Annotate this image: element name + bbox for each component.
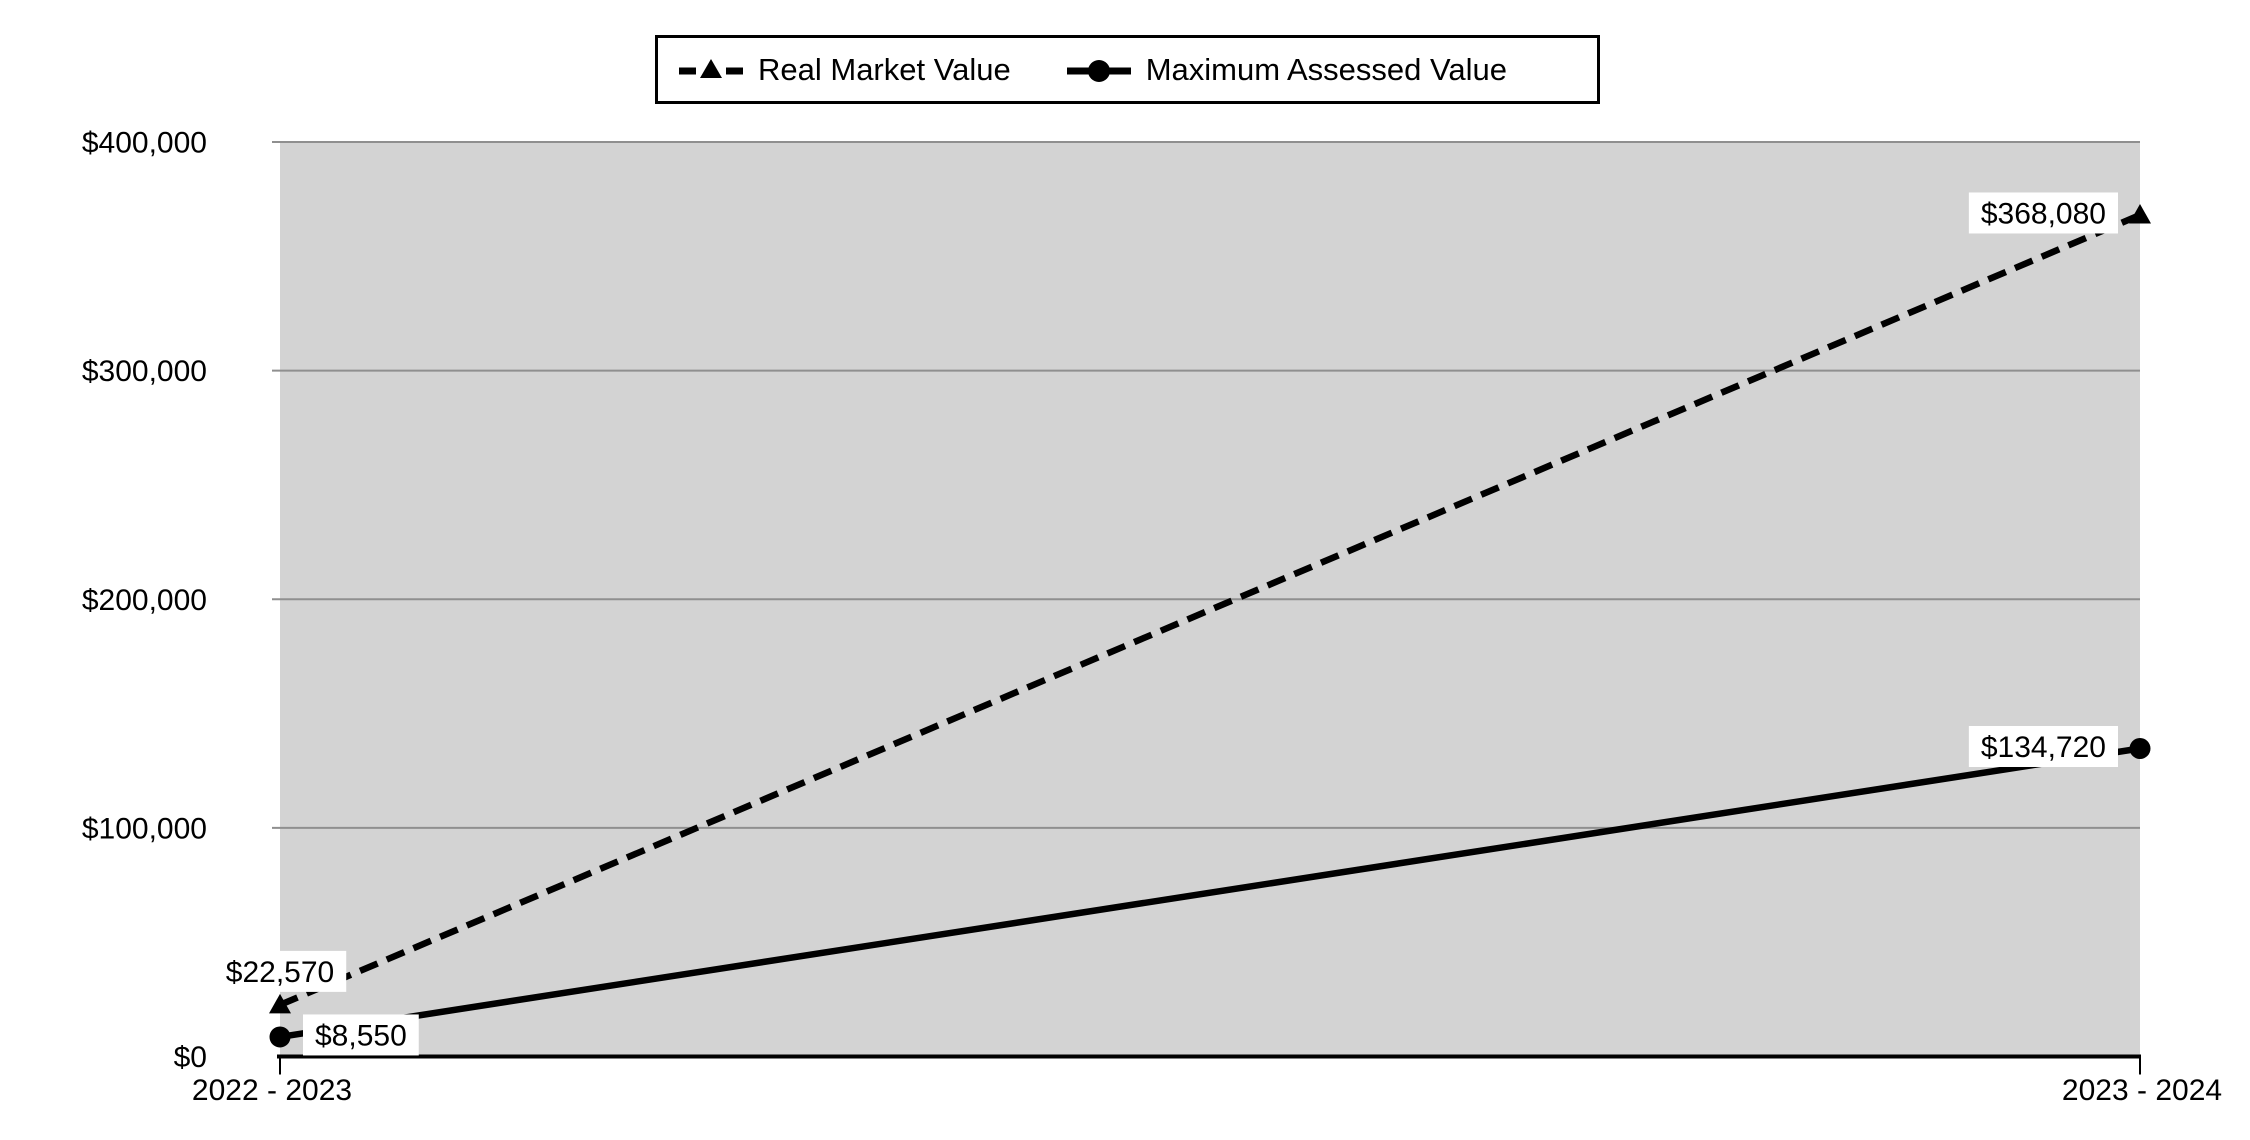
triangle-marker xyxy=(269,993,291,1014)
data-label-maximum-assessed-value: $134,720 xyxy=(1981,731,2106,764)
chart-legend: Real Market Value Maximum Assessed Value xyxy=(655,35,1600,104)
data-label-box xyxy=(1968,192,2118,234)
solid-line-circle-marker-icon xyxy=(1066,59,1131,82)
y-axis-tick-label: $200,000 xyxy=(82,584,207,617)
data-label-box xyxy=(1968,725,2118,767)
series-line-maximum-assessed-value xyxy=(279,745,2141,1041)
data-label-real-market-value: $22,570 xyxy=(226,956,334,989)
x-axis-category-label: 2023 - 2024 xyxy=(2062,1074,2222,1107)
y-axis-tick-label: $100,000 xyxy=(82,812,207,845)
series-line-real-market-value xyxy=(278,211,2142,1008)
circle-marker xyxy=(2129,737,2151,759)
data-label-real-market-value: $368,080 xyxy=(1981,197,2106,230)
circle-marker xyxy=(269,1026,291,1048)
legend-item-real-market-value: Real Market Value xyxy=(678,52,1011,88)
dashed-line-triangle-marker-icon xyxy=(679,58,743,78)
legend-label-maximum-assessed-value: Maximum Assessed Value xyxy=(1145,51,1507,87)
triangle-marker xyxy=(2129,203,2151,224)
legend-label-real-market-value: Real Market Value xyxy=(758,51,1011,87)
y-axis-tick-label: $0 xyxy=(174,1041,207,1074)
data-label-box xyxy=(213,950,347,992)
legend-item-maximum-assessed-value: Maximum Assessed Value xyxy=(1066,52,1507,88)
data-label-maximum-assessed-value: $8,550 xyxy=(315,1019,407,1052)
y-axis-tick-label: $400,000 xyxy=(82,127,207,160)
data-label-box xyxy=(303,1014,419,1056)
x-axis-category-label: 2022 - 2023 xyxy=(192,1074,352,1107)
y-axis-tick-label: $300,000 xyxy=(82,355,207,388)
